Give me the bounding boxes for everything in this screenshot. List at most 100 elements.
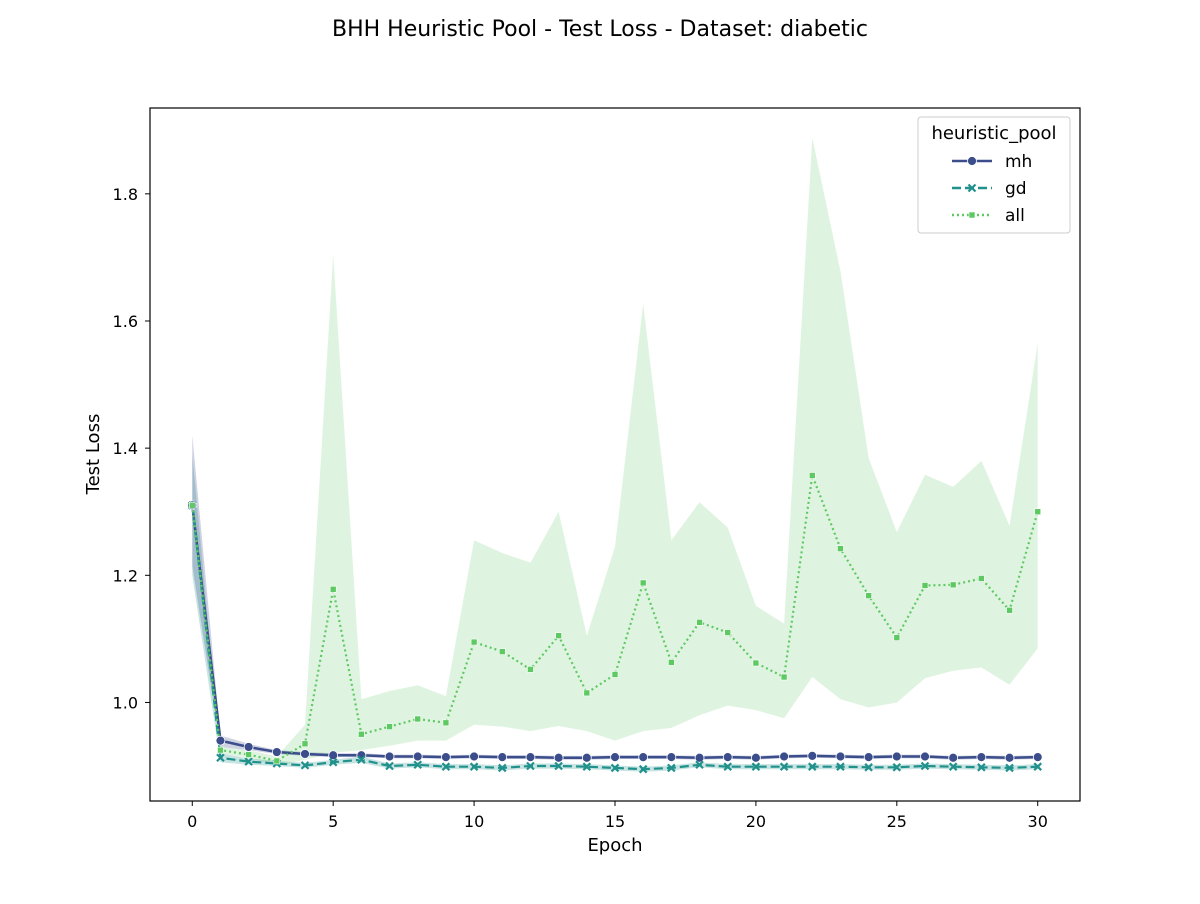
legend-label-gd: gd <box>1005 179 1027 199</box>
marker-all <box>1006 606 1013 614</box>
band-all <box>192 137 1038 766</box>
marker-gd <box>667 763 676 773</box>
marker-all <box>724 629 732 636</box>
marker-gd <box>244 757 253 766</box>
marker-mh <box>412 751 423 762</box>
marker-gd <box>385 761 394 771</box>
marker-mh <box>384 751 395 762</box>
marker-mh <box>610 752 620 763</box>
marker-all <box>188 502 196 509</box>
marker-all <box>1034 508 1042 516</box>
marker-gd <box>300 761 310 770</box>
legend-title: heuristic_pool <box>931 123 1056 144</box>
marker-all <box>752 659 760 667</box>
legend-label-mh: mh <box>1005 152 1032 172</box>
marker-all <box>273 757 281 765</box>
marker-mh <box>694 752 705 763</box>
legend: heuristic_pool mh gd all <box>917 116 1071 234</box>
y-axis-ticks: 1.0 1.2 1.4 1.6 1.8 <box>113 185 150 712</box>
marker-gd <box>948 762 958 771</box>
marker-all <box>245 751 252 758</box>
marker-gd <box>1005 763 1014 773</box>
marker-mh <box>967 156 977 166</box>
legend-label-all: all <box>1005 206 1025 226</box>
marker-gd <box>967 183 977 193</box>
marker-gd <box>216 753 225 763</box>
x-tick-label: 20 <box>746 812 766 831</box>
marker-mh <box>1032 752 1043 763</box>
marker-mh <box>469 751 479 762</box>
marker-all <box>780 673 788 681</box>
marker-all <box>301 740 309 748</box>
marker-all <box>921 582 929 589</box>
marker-mh <box>666 752 677 763</box>
marker-mh <box>243 742 254 752</box>
marker-mh <box>328 750 339 761</box>
marker-gd <box>1033 762 1043 771</box>
marker-gd <box>413 760 423 770</box>
marker-all <box>498 648 506 655</box>
marker-mh <box>215 735 226 746</box>
marker-all <box>217 746 224 754</box>
marker-gd <box>920 761 930 771</box>
legend-box <box>917 116 1071 234</box>
marker-mh <box>271 747 282 757</box>
marker-gd <box>582 762 592 771</box>
marker-gd <box>807 762 817 771</box>
marker-gd <box>864 763 873 772</box>
marker-gd <box>892 763 902 772</box>
marker-gd <box>977 763 986 772</box>
marker-mh <box>835 751 846 762</box>
marker-all <box>949 581 957 589</box>
marker-mh <box>525 752 536 763</box>
marker-all <box>668 659 675 666</box>
confidence-bands <box>192 137 1038 772</box>
marker-gd <box>751 762 761 771</box>
marker-mh <box>891 751 902 762</box>
marker-mh <box>553 752 564 763</box>
y-tick-label: 1.6 <box>113 312 138 331</box>
marker-all <box>837 545 844 552</box>
marker-mh <box>441 752 451 763</box>
marker-all <box>470 638 478 646</box>
marker-all <box>808 472 816 479</box>
marker-gd <box>441 762 451 771</box>
y-tick-label: 1.0 <box>113 693 138 712</box>
marker-gd <box>554 761 563 771</box>
legend-items: mh gd all <box>952 152 1032 226</box>
marker-mh <box>807 750 818 761</box>
marker-mh <box>863 752 874 763</box>
x-tick-label: 15 <box>605 812 625 831</box>
marker-all <box>968 211 976 219</box>
marker-mh <box>722 752 733 763</box>
marker-mh <box>581 752 592 763</box>
x-tick-label: 25 <box>887 812 907 831</box>
marker-all <box>386 723 393 730</box>
marker-all <box>329 585 337 593</box>
marker-all <box>358 730 365 738</box>
y-axis-label: Test Loss <box>83 414 104 496</box>
marker-mh <box>976 752 987 763</box>
marker-all <box>639 579 647 587</box>
marker-gd <box>469 762 479 771</box>
x-tick-label: 30 <box>1028 812 1048 831</box>
marker-gd <box>695 760 704 770</box>
x-tick-label: 0 <box>187 812 197 831</box>
x-tick-label: 10 <box>464 812 484 831</box>
marker-all <box>865 592 872 599</box>
marker-gd <box>638 764 648 774</box>
marker-all <box>583 689 591 697</box>
marker-gd <box>779 762 789 771</box>
marker-gd <box>610 763 620 773</box>
marker-all <box>893 634 901 641</box>
y-tick-label: 1.8 <box>113 185 138 204</box>
marker-all <box>442 719 450 727</box>
marker-mh <box>779 751 789 762</box>
marker-mh <box>948 752 959 763</box>
marker-gd <box>497 763 507 773</box>
marker-gd <box>526 761 535 771</box>
marker-mh <box>920 751 930 762</box>
marker-mh <box>497 752 508 763</box>
marker-all <box>555 632 562 639</box>
